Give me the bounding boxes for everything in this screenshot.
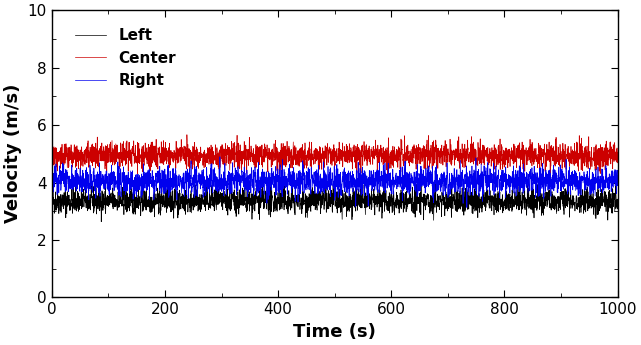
Left	[146, 196, 154, 200]
Left	[603, 195, 611, 199]
Left	[265, 213, 273, 217]
Left	[542, 196, 549, 200]
Left	[97, 220, 105, 224]
Right	[146, 181, 154, 186]
Center	[48, 165, 56, 169]
Right	[216, 155, 224, 159]
Y-axis label: Velocity (m/s): Velocity (m/s)	[4, 84, 22, 224]
Right	[290, 170, 297, 174]
Center	[613, 160, 621, 165]
Right	[48, 187, 56, 191]
Center	[542, 154, 550, 158]
Left	[113, 202, 121, 206]
Left	[613, 200, 621, 204]
Line: Left: Left	[52, 176, 617, 222]
X-axis label: Time (s): Time (s)	[294, 323, 376, 341]
Center	[265, 146, 273, 150]
Right	[603, 180, 611, 184]
Left	[594, 174, 602, 178]
Left	[290, 200, 297, 204]
Center	[146, 150, 154, 154]
Right	[265, 174, 273, 178]
Right	[113, 180, 121, 184]
Left	[48, 196, 56, 200]
Center	[183, 133, 191, 137]
Line: Center: Center	[52, 135, 617, 175]
Right	[542, 168, 550, 172]
Center	[383, 173, 391, 177]
Center	[113, 160, 121, 164]
Legend: Left, Center, Right: Left, Center, Right	[71, 23, 180, 93]
Center	[290, 163, 297, 167]
Center	[603, 153, 611, 157]
Right	[613, 174, 621, 178]
Line: Right: Right	[52, 157, 617, 208]
Right	[463, 206, 470, 210]
